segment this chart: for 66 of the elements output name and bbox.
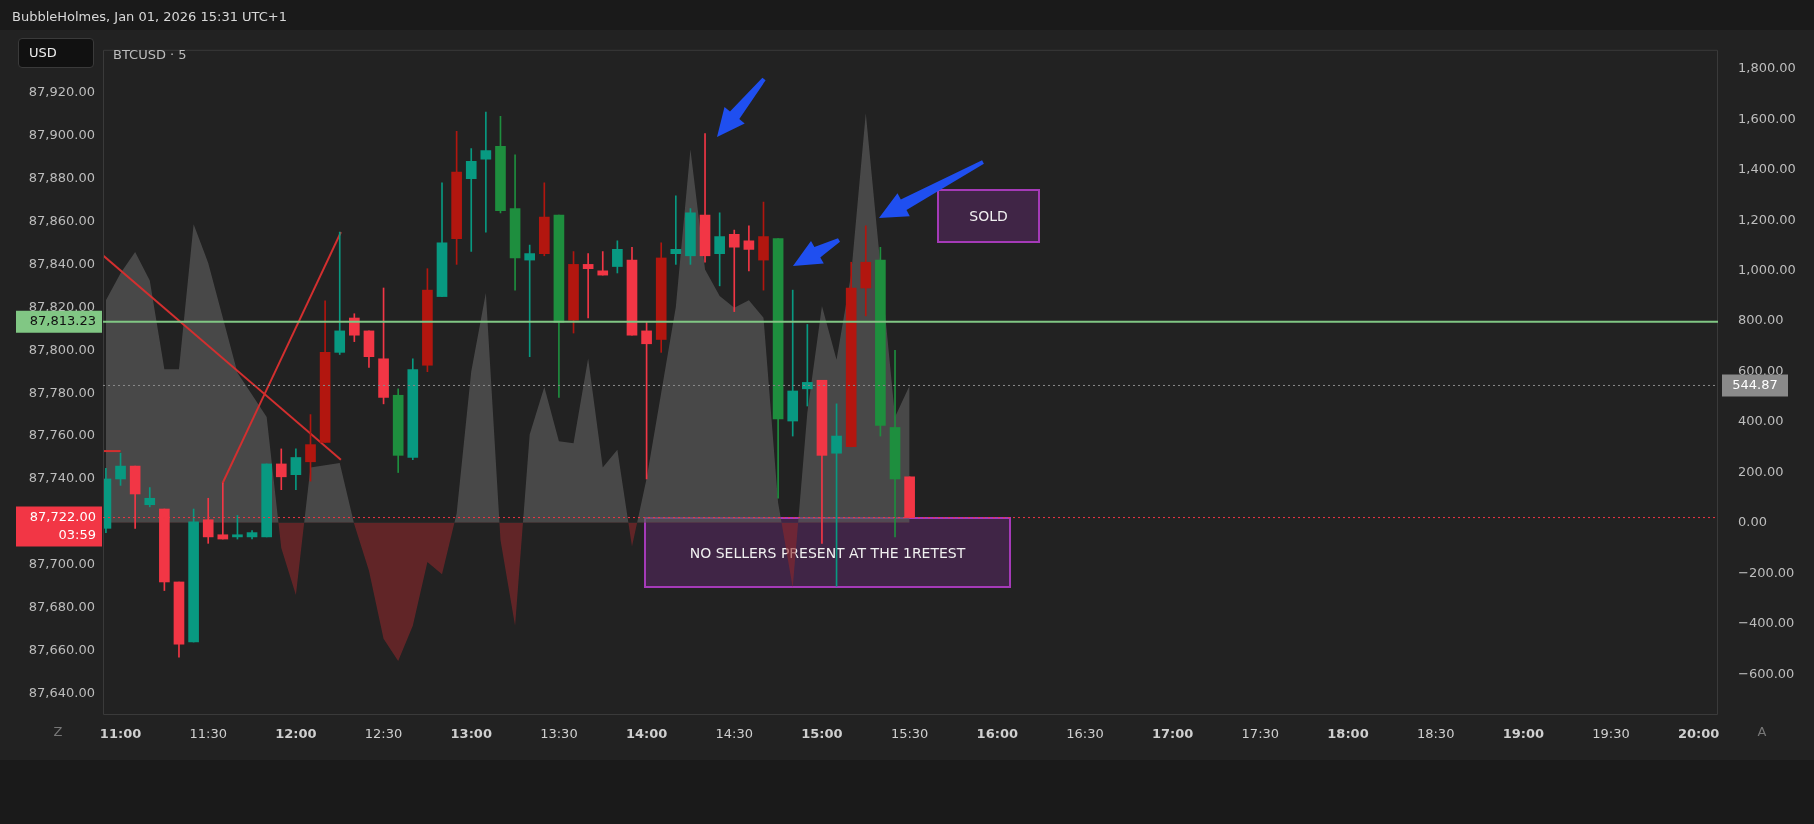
y2-tick-label: 1,200.00 xyxy=(1738,211,1796,227)
x-tick-label: 17:30 xyxy=(1241,726,1280,742)
ref-line-label: 87,813.23 xyxy=(29,313,96,329)
y-axis-title: USD xyxy=(18,38,94,68)
y2-tick-label: −200.00 xyxy=(1738,564,1795,580)
candlestick xyxy=(480,111,492,233)
y-tick-label: 87,860.00 xyxy=(28,212,95,228)
y2-tick-label: 1,600.00 xyxy=(1738,110,1796,126)
x-tick-label: 14:00 xyxy=(625,726,668,742)
y-tick-label: 87,880.00 xyxy=(28,169,95,185)
ref-line-label: 544.87 xyxy=(1732,376,1778,392)
x-tick-label: 11:00 xyxy=(99,726,142,742)
y-tick-label: 87,820.00 xyxy=(28,298,95,314)
y-tick-label: 87,660.00 xyxy=(28,642,95,657)
x-tick-label: 15:00 xyxy=(801,726,843,742)
text-box: SOLD xyxy=(937,189,1040,243)
x-tick-label: 14:30 xyxy=(715,726,753,742)
x-tick-label: 19:30 xyxy=(1592,726,1630,742)
x-tick-label: 16:00 xyxy=(976,726,1018,742)
candlestick xyxy=(743,225,755,272)
candlestick xyxy=(334,231,346,355)
x-tick-label: 18:00 xyxy=(1327,726,1369,742)
y-tick-label: 87,780.00 xyxy=(28,384,95,400)
x-tick-label: 19:00 xyxy=(1502,726,1545,742)
ref-line-label: 87,722.00 xyxy=(29,508,96,524)
x-tick-label: 12:30 xyxy=(364,726,403,742)
y-tick-label: 87,840.00 xyxy=(28,255,95,271)
y-tick-label: 87,640.00 xyxy=(28,684,95,700)
y2-tick-label: 1,000.00 xyxy=(1738,262,1796,278)
x-tick-label: 16:30 xyxy=(1066,726,1104,742)
candlestick xyxy=(524,244,536,357)
chart-title: BTCUSD · 5 xyxy=(113,47,187,63)
y2-tick-label: 200.00 xyxy=(1738,463,1784,479)
chart-subtitle: BubbleHolmes, Jan 01, 2026 15:31 UTC+1 xyxy=(12,9,288,24)
y-tick-label: 87,740.00 xyxy=(28,470,95,486)
x-tick-label: 13:30 xyxy=(540,726,578,742)
x-tick-label: 12:00 xyxy=(275,726,317,742)
y2-tick-label: 1,400.00 xyxy=(1738,161,1796,177)
x-tick-label: 18:30 xyxy=(1416,726,1455,742)
x-tick-label: 13:00 xyxy=(450,726,492,742)
y-tick-label: 87,680.00 xyxy=(28,599,95,615)
candlestick xyxy=(582,253,594,319)
x-tick-label: 17:00 xyxy=(1151,726,1194,742)
candlestick xyxy=(597,251,609,276)
candlestick xyxy=(670,195,682,265)
candlestick xyxy=(728,229,740,312)
y2-tick-label: −600.00 xyxy=(1738,665,1795,681)
y-tick-label: 87,800.00 xyxy=(28,341,95,357)
y-tick-label: 87,920.00 xyxy=(28,84,95,100)
x-tick-label: 11:30 xyxy=(189,726,227,742)
candlestick xyxy=(465,148,477,252)
y-tick-label: 87,900.00 xyxy=(28,127,95,143)
y2-tick-label: 0.00 xyxy=(1738,514,1767,530)
candlestick xyxy=(787,289,799,437)
x-tick-label: 15:30 xyxy=(890,726,929,742)
y-tick-label: 87,760.00 xyxy=(28,427,95,443)
y-tick-label: 87,700.00 xyxy=(28,556,95,572)
y2-tick-label: 400.00 xyxy=(1738,413,1784,429)
text: 03:59 xyxy=(58,526,96,542)
y2-tick-label: 1,800.00 xyxy=(1738,60,1796,76)
x-tick-label: 20:00 xyxy=(1678,726,1720,742)
y2-tick-label: −400.00 xyxy=(1738,615,1795,631)
y2-tick-label: 600.00 xyxy=(1738,362,1784,378)
text: A xyxy=(1757,724,1767,740)
y2-tick-label: 800.00 xyxy=(1738,312,1784,328)
text: Z xyxy=(53,724,63,740)
